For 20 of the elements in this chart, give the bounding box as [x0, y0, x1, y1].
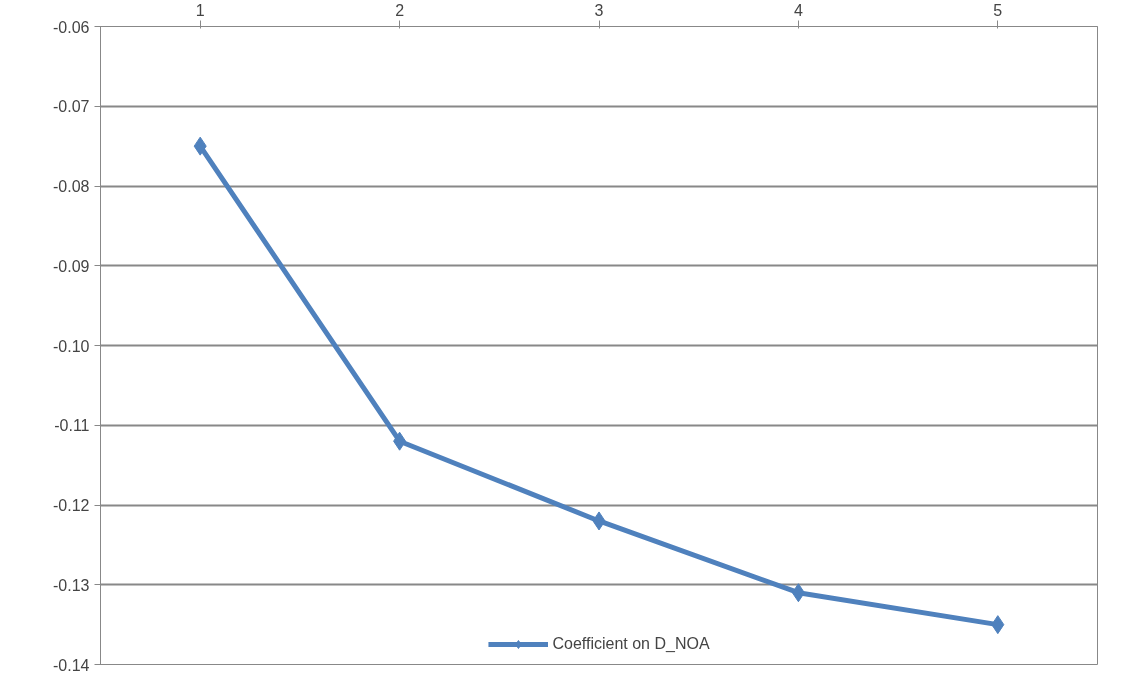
y-tick-label: -0.12: [53, 497, 90, 514]
x-tick-label: 2: [395, 1, 405, 19]
y-tick-label: -0.13: [53, 576, 90, 594]
y-tick-label: -0.11: [54, 417, 90, 435]
point: [791, 583, 805, 603]
point: [393, 431, 407, 451]
point: [193, 136, 207, 156]
y-tick-label: -0.08: [53, 178, 90, 195]
x-tick-label: 4: [793, 1, 803, 19]
y-tick-label: -0.09: [53, 257, 90, 275]
legend-label: Coefficient on D_NOA: [552, 635, 710, 653]
y-tick-label: -0.06: [53, 18, 90, 36]
point: [991, 615, 1005, 635]
x-tick-label: 1: [195, 1, 205, 19]
point: [592, 511, 606, 531]
y-tick-label: -0.07: [53, 98, 90, 116]
x-tick-label: 5: [993, 1, 1003, 19]
x-tick-label: 3: [594, 1, 604, 19]
y-tick-label: -0.14: [53, 656, 90, 674]
y-tick-label: -0.10: [53, 337, 90, 355]
